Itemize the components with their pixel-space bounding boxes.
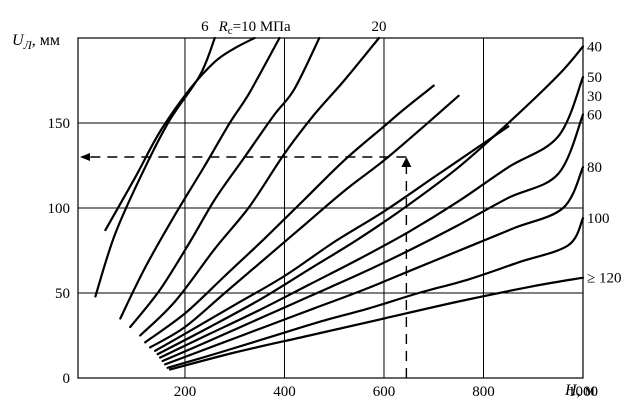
curve-rc-40 [156,45,585,356]
grid [78,38,584,378]
curve-rc-35 [154,125,510,352]
y-tick-label: 0 [63,371,71,387]
curve-rc-120 [168,276,585,371]
curve-label-80: 80 [587,160,602,176]
curve-rc-50 [159,76,585,359]
x-axis-label: H, м [564,382,595,399]
curve-rc-14 [129,36,321,329]
curve-label-120: ≥ 120 [587,271,621,287]
x-tick-label: 400 [273,384,296,400]
curve-rc-20 [139,36,381,337]
curve-label-60: 60 [587,108,602,124]
example-path [82,157,412,378]
plot-frame [77,37,584,379]
example-dashed-line [82,157,408,378]
tick-labels: 200 400 600 800 1000 0 50 100 150 [48,116,599,400]
curve-rc-10 [104,36,256,232]
curve-rc-6 [94,36,216,298]
curve-labels: 6 Rс=10 МПа 20 30 40 50 60 80 100 ≥ 120 [201,19,621,287]
curve-label-20: 20 [372,19,387,35]
x-tick-label: 800 [472,384,495,400]
curve-rc-12 [119,36,281,320]
curve-rc-30 [149,94,460,349]
curve-label-10: Rс=10 МПа [218,19,291,37]
curve-label-40: 40 [587,40,602,56]
x-tick-label: 600 [373,384,396,400]
y-tick-label: 50 [55,286,70,302]
curve-label-6: 6 [201,19,209,35]
y-tick-label: 150 [48,116,71,132]
y-tick-label: 100 [48,201,71,217]
curve-rc-25 [144,84,435,344]
curve-rc-60 [161,113,585,363]
curve-label-100: 100 [587,211,610,227]
y-axis-label: UЛ, мм [12,32,60,52]
curve-rc-80 [164,166,585,366]
example-arrowhead-up [401,157,412,167]
curves [94,36,585,371]
curve-label-30: 30 [587,89,602,105]
x-tick-label: 200 [174,384,197,400]
curve-rc-100 [166,217,585,369]
curve-label-50: 50 [587,70,602,86]
x-tick-label: 1000 [568,384,598,400]
